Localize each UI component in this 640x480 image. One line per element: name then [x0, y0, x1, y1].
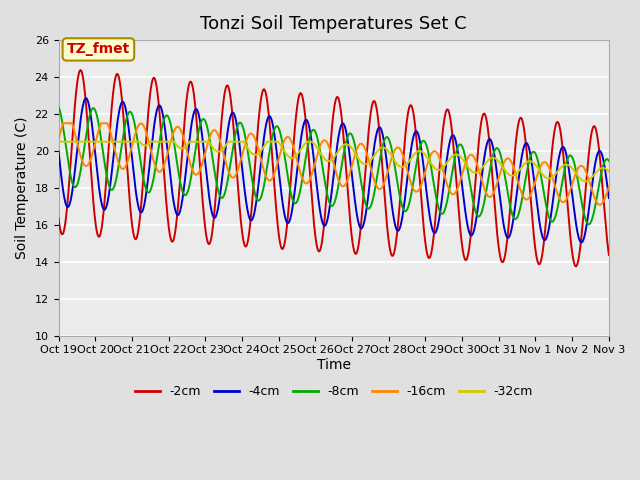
X-axis label: Time: Time [317, 358, 351, 372]
Y-axis label: Soil Temperature (C): Soil Temperature (C) [15, 117, 29, 259]
Legend: -2cm, -4cm, -8cm, -16cm, -32cm: -2cm, -4cm, -8cm, -16cm, -32cm [129, 380, 538, 403]
Title: Tonzi Soil Temperatures Set C: Tonzi Soil Temperatures Set C [200, 15, 467, 33]
Text: TZ_fmet: TZ_fmet [67, 42, 130, 57]
